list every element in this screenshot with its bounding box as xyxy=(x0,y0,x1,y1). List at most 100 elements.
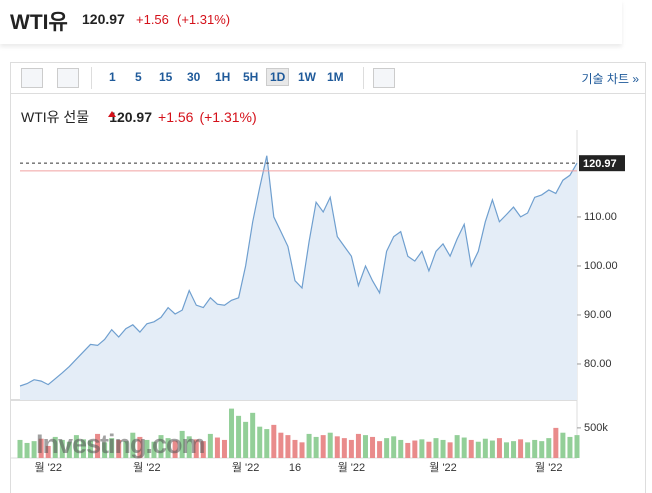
volume-bar xyxy=(454,435,460,458)
symbol: WTI유 xyxy=(10,11,68,34)
volume-bar xyxy=(468,439,474,458)
interval-button[interactable]: 1D xyxy=(266,68,290,86)
y2-tick-label: 500k xyxy=(584,422,608,434)
volume-bar xyxy=(151,441,157,458)
y-tick-label: 110.00 xyxy=(584,211,617,223)
volume-bar xyxy=(73,435,79,458)
volume-bar xyxy=(377,441,383,458)
y-tick-label: 100.00 xyxy=(584,260,618,272)
volume-bar xyxy=(250,412,256,458)
volume-bar xyxy=(412,440,418,458)
chart-panel: 1 5 15 30 1H 5H 1D 1W 1M 기술 차트 » WTI유 선물 120.97 +1… xyxy=(10,62,646,493)
price-area xyxy=(20,155,577,400)
volume-bar xyxy=(567,436,573,458)
x-tick-label: 월 '22 xyxy=(232,461,260,474)
volume-bar xyxy=(313,436,319,458)
volume-bar xyxy=(257,426,263,458)
candle-button[interactable] xyxy=(21,68,43,88)
interval-button[interactable]: 1 xyxy=(109,70,116,84)
volume-bar xyxy=(278,432,284,458)
volume-bar xyxy=(489,440,495,458)
x-tick-label: 월 '22 xyxy=(535,461,563,474)
change: +1.56 xyxy=(136,12,169,27)
interval-button[interactable]: 5H xyxy=(243,70,259,84)
change-percent: (+1.31%) xyxy=(177,12,231,27)
chart-title: WTI유 선물 xyxy=(21,109,90,125)
volume-bar xyxy=(158,435,164,458)
volume-bar xyxy=(243,421,249,458)
volume-bar xyxy=(426,441,432,458)
volume-bar xyxy=(327,432,333,458)
volume-bar xyxy=(306,433,312,458)
volume-bar xyxy=(179,430,185,458)
interval-button[interactable]: 15 xyxy=(159,70,173,84)
x-tick-label: 월 '22 xyxy=(429,461,457,474)
last-price-label: 120.97 xyxy=(583,158,617,170)
volume-bar xyxy=(299,442,305,458)
volume-bar xyxy=(207,433,213,458)
price: 120.97 xyxy=(82,11,125,27)
volume-bar xyxy=(31,441,37,458)
volume-bar xyxy=(66,441,72,458)
volume-bar xyxy=(341,438,347,458)
volume-bar xyxy=(38,438,44,458)
volume-bar xyxy=(214,437,220,458)
volume-bar xyxy=(80,439,86,458)
watermark: Investing.com xyxy=(36,429,205,459)
volume-bar xyxy=(334,436,340,458)
chart-price: 120.97 xyxy=(109,109,153,125)
chart-change-percent: (+1.31%) xyxy=(199,109,257,125)
interval-button[interactable]: 1W xyxy=(298,70,316,84)
up-arrow xyxy=(108,111,116,117)
volume-bar xyxy=(391,436,397,458)
volume-bar xyxy=(433,438,439,458)
volume-bar xyxy=(546,438,552,458)
volume-bar xyxy=(59,439,65,458)
volume-bar xyxy=(24,442,30,458)
volume-bar xyxy=(518,439,524,458)
last-price-box xyxy=(579,155,625,172)
volume-bar xyxy=(221,439,227,458)
volume-bar xyxy=(320,435,326,458)
volume-bar xyxy=(532,439,538,458)
volume-bar xyxy=(447,442,453,458)
volume-bar xyxy=(348,439,354,458)
volume-bar xyxy=(95,433,101,458)
volume-bar xyxy=(461,437,467,458)
volume-bar xyxy=(264,429,270,458)
volume-bar xyxy=(482,438,488,458)
volume-bar xyxy=(539,441,545,458)
volume-bar xyxy=(193,439,199,458)
volume-bar xyxy=(405,442,411,458)
volume-bar xyxy=(144,439,150,458)
volume-bar xyxy=(292,439,298,458)
volume-bar xyxy=(17,439,23,458)
volume-bar xyxy=(200,441,206,458)
volume-bar xyxy=(236,415,242,458)
chart-header: WTI유 선물 120.97 +1.56 (+1.31%) xyxy=(21,107,257,127)
interval-button[interactable]: 1H xyxy=(215,70,231,84)
area-button[interactable] xyxy=(57,68,79,88)
volume-bar xyxy=(503,442,509,458)
volume-bar xyxy=(362,435,368,458)
interval-button[interactable]: 1M xyxy=(327,70,344,84)
volume-bar xyxy=(355,433,361,458)
volume-bar xyxy=(123,441,129,458)
volume-bar xyxy=(165,438,171,458)
chart-change: +1.56 xyxy=(158,109,194,125)
interval-button[interactable]: 30 xyxy=(187,70,201,84)
y-tick-label: 90.00 xyxy=(584,309,612,321)
interval-button[interactable]: 5 xyxy=(135,70,142,84)
volume-bar xyxy=(271,424,277,458)
volume-bar xyxy=(116,439,122,458)
volume-bar xyxy=(419,439,425,458)
table-button[interactable] xyxy=(373,68,395,88)
volume-bar xyxy=(186,436,192,458)
volume-bar xyxy=(45,445,51,458)
quote-header: WTI유 120.97 +1.56 (+1.31%) xyxy=(0,0,622,44)
price-line xyxy=(19,155,578,387)
technical-chart-link[interactable]: 기술 차트 » xyxy=(581,72,639,86)
volume-bar xyxy=(172,440,178,458)
